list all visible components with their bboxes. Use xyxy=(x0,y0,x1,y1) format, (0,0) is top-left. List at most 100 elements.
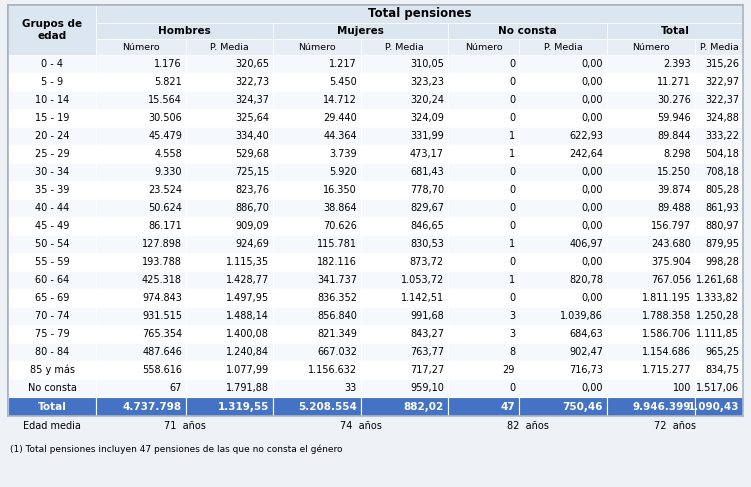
Bar xyxy=(273,217,361,235)
Text: 0: 0 xyxy=(509,167,515,177)
Text: 504,18: 504,18 xyxy=(705,149,739,159)
Bar xyxy=(519,307,607,325)
Bar xyxy=(8,73,96,91)
Text: 820,78: 820,78 xyxy=(569,275,603,285)
Text: 0,00: 0,00 xyxy=(581,77,603,87)
Bar xyxy=(186,73,273,91)
Bar xyxy=(186,343,273,361)
Bar xyxy=(695,325,743,343)
Bar xyxy=(607,217,695,235)
Bar xyxy=(361,361,448,379)
Text: 324,09: 324,09 xyxy=(410,113,444,123)
Bar xyxy=(8,343,96,361)
Bar xyxy=(607,145,695,163)
Bar xyxy=(186,145,273,163)
Text: 0,00: 0,00 xyxy=(581,293,603,303)
Bar xyxy=(96,289,186,307)
Bar xyxy=(96,163,186,181)
Text: 1.586.706: 1.586.706 xyxy=(642,329,691,339)
Bar xyxy=(519,91,607,109)
Text: 622,93: 622,93 xyxy=(569,131,603,141)
Bar xyxy=(361,73,448,91)
Bar xyxy=(96,199,186,217)
Bar xyxy=(8,361,96,379)
Text: 0: 0 xyxy=(509,59,515,69)
Text: 3: 3 xyxy=(509,311,515,321)
Text: 67: 67 xyxy=(170,383,182,393)
Text: 1.176: 1.176 xyxy=(155,59,182,69)
Text: Número: Número xyxy=(632,42,670,52)
Bar xyxy=(361,235,448,253)
Text: 5 - 9: 5 - 9 xyxy=(41,77,63,87)
Text: 1.517,06: 1.517,06 xyxy=(696,383,739,393)
Text: 29: 29 xyxy=(502,365,515,375)
Text: 25 - 29: 25 - 29 xyxy=(35,149,69,159)
Bar xyxy=(607,109,695,127)
Text: 1.788.358: 1.788.358 xyxy=(642,311,691,321)
Bar xyxy=(96,253,186,271)
Bar xyxy=(695,307,743,325)
Bar xyxy=(186,253,273,271)
Bar xyxy=(96,325,186,343)
Text: 9.330: 9.330 xyxy=(155,167,182,177)
Bar xyxy=(607,181,695,199)
Bar xyxy=(519,181,607,199)
Bar xyxy=(186,307,273,325)
Text: 0,00: 0,00 xyxy=(581,167,603,177)
Bar xyxy=(8,5,96,55)
Text: 156.797: 156.797 xyxy=(651,221,691,231)
Text: 836.352: 836.352 xyxy=(317,293,357,303)
Text: 0: 0 xyxy=(509,383,515,393)
Text: 1.039,86: 1.039,86 xyxy=(560,311,603,321)
Bar xyxy=(96,361,186,379)
Text: 322,97: 322,97 xyxy=(705,77,739,87)
Bar xyxy=(273,23,448,39)
Text: No consta: No consta xyxy=(498,26,557,36)
Bar xyxy=(96,307,186,325)
Text: 5.821: 5.821 xyxy=(154,77,182,87)
Bar xyxy=(695,379,743,397)
Text: 89.844: 89.844 xyxy=(657,131,691,141)
Bar xyxy=(448,55,519,73)
Text: 0,00: 0,00 xyxy=(581,95,603,105)
Text: 0,00: 0,00 xyxy=(581,221,603,231)
Text: 324,37: 324,37 xyxy=(235,95,269,105)
Bar xyxy=(273,181,361,199)
Text: 834,75: 834,75 xyxy=(705,365,739,375)
Bar xyxy=(96,23,273,39)
Bar xyxy=(519,145,607,163)
Bar xyxy=(448,23,607,39)
Bar xyxy=(361,199,448,217)
Bar xyxy=(273,289,361,307)
Text: 0,00: 0,00 xyxy=(581,257,603,267)
Bar xyxy=(96,379,186,397)
Text: 70 - 74: 70 - 74 xyxy=(35,311,69,321)
Bar xyxy=(607,73,695,91)
Text: 182.116: 182.116 xyxy=(317,257,357,267)
Text: 100: 100 xyxy=(673,383,691,393)
Text: 85 y más: 85 y más xyxy=(29,365,74,375)
Text: 75 - 79: 75 - 79 xyxy=(35,329,69,339)
Bar xyxy=(186,289,273,307)
Bar xyxy=(448,307,519,325)
Bar xyxy=(448,379,519,397)
Bar xyxy=(607,163,695,181)
Bar xyxy=(186,379,273,397)
Bar xyxy=(361,91,448,109)
Bar xyxy=(519,325,607,343)
Text: 879,95: 879,95 xyxy=(705,239,739,249)
Text: 0: 0 xyxy=(509,221,515,231)
Text: (1) Total pensiones incluyen 47 pensiones de las que no consta el género: (1) Total pensiones incluyen 47 pensione… xyxy=(10,444,342,453)
Text: 406,97: 406,97 xyxy=(569,239,603,249)
Text: 1.333,82: 1.333,82 xyxy=(696,293,739,303)
Text: 243.680: 243.680 xyxy=(651,239,691,249)
Text: 4.558: 4.558 xyxy=(154,149,182,159)
Bar xyxy=(361,55,448,73)
Bar xyxy=(607,23,743,39)
Bar xyxy=(96,73,186,91)
Bar xyxy=(8,199,96,217)
Text: 0,00: 0,00 xyxy=(581,113,603,123)
Bar xyxy=(607,199,695,217)
Bar xyxy=(96,91,186,109)
Text: Número: Número xyxy=(122,42,160,52)
